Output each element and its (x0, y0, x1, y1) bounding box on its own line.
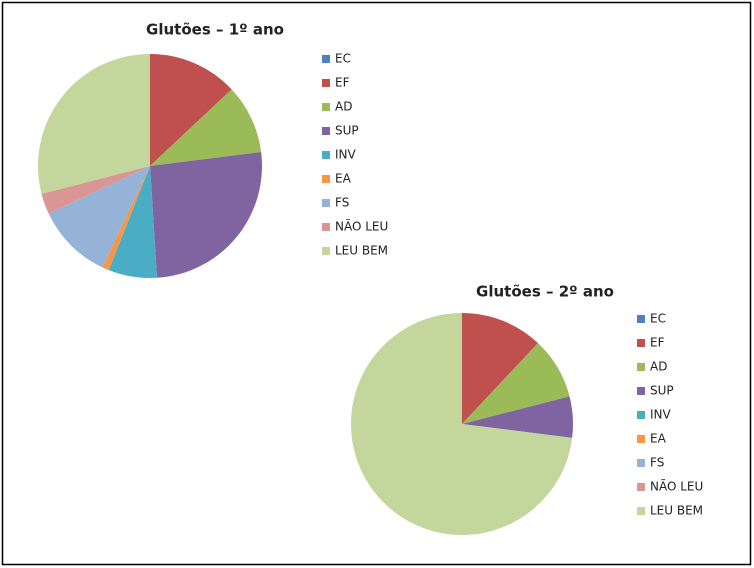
legend-label: EC (650, 312, 666, 326)
legend-label: EF (650, 336, 665, 350)
legend-swatch (637, 387, 645, 395)
chart-title: Glutões – 1º ano (146, 21, 284, 39)
legend-swatch (637, 411, 645, 419)
legend-swatch (637, 507, 645, 515)
legend-label: EA (650, 432, 667, 446)
legend-swatch (637, 435, 645, 443)
legend-label: SUP (335, 124, 359, 138)
legend-swatch (322, 175, 330, 183)
pie-slice (150, 151, 262, 278)
legend-swatch (322, 223, 330, 231)
legend-swatch (637, 483, 645, 491)
pie-slice (462, 313, 538, 424)
legend-label: NÃO LEU (650, 479, 703, 494)
legend-label: LEU BEM (650, 504, 703, 518)
pie-slice (462, 396, 573, 438)
legend-label: INV (335, 148, 357, 162)
pie-slice (41, 166, 150, 214)
chart-title: Glutões – 2º ano (476, 283, 614, 301)
legend-label: EC (335, 52, 351, 66)
legend-label: NÃO LEU (335, 219, 388, 234)
pie-slice (37, 54, 150, 194)
legend-label: INV (650, 408, 672, 422)
pie-slice (150, 89, 262, 166)
legend-label: EF (335, 76, 350, 90)
legend-swatch (322, 151, 330, 159)
legend-swatch (322, 127, 330, 135)
pie-slice (351, 313, 573, 535)
pie-slice (102, 166, 150, 271)
legend-swatch (322, 199, 330, 207)
legend-label: EA (335, 172, 352, 186)
legend-swatch (322, 247, 330, 255)
legend-swatch (322, 55, 330, 63)
legend-swatch (637, 459, 645, 467)
legend-swatch (637, 363, 645, 371)
legend-swatch (637, 315, 645, 323)
legend-swatch (322, 79, 330, 87)
pie-slice (462, 343, 570, 424)
pie-slice (48, 166, 150, 268)
legend-label: FS (335, 196, 349, 210)
legend-label: AD (335, 100, 352, 114)
legend-label: FS (650, 456, 664, 470)
pie-slice (150, 54, 232, 166)
pie-slice (108, 166, 158, 278)
legend-label: SUP (650, 384, 674, 398)
legend-swatch (637, 339, 645, 347)
legend-label: LEU BEM (335, 244, 388, 258)
legend-swatch (322, 103, 330, 111)
legend-label: AD (650, 360, 667, 374)
